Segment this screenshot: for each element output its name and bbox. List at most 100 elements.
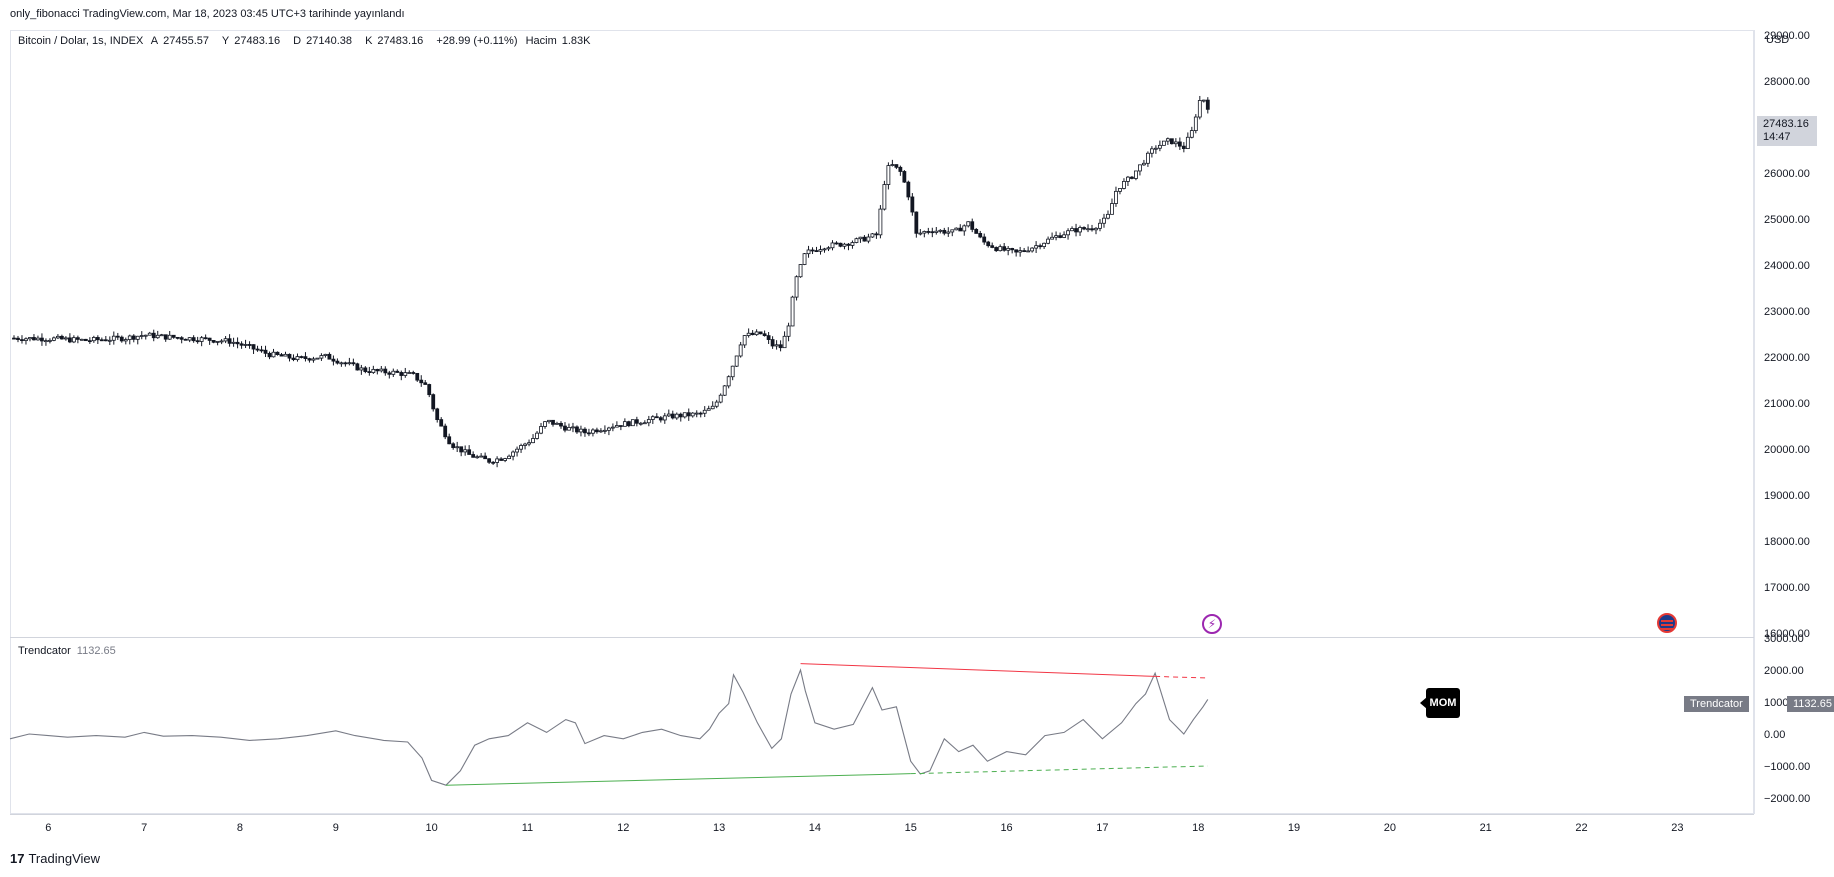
symbol-legend: Bitcoin / Dolar, 1s, INDEX A 27455.57 Y 27…	[18, 35, 601, 47]
candle-up	[143, 334, 148, 337]
candle-down	[563, 425, 567, 431]
candle-down	[12, 337, 16, 340]
candle-down	[958, 227, 963, 232]
candle-down	[279, 354, 284, 357]
mom-badge[interactable]: MOM	[1420, 688, 1460, 718]
candle-down	[766, 335, 771, 340]
candle-up	[642, 422, 647, 425]
candle-down	[67, 337, 72, 343]
candle-down	[351, 362, 356, 365]
candle-up	[614, 425, 619, 428]
price-axis-label: 22000.00	[1764, 351, 1810, 364]
candle-up	[24, 338, 28, 341]
candle-down	[387, 372, 392, 375]
candle-up	[806, 249, 811, 255]
candle-down	[1010, 248, 1015, 251]
lightning-icon[interactable]: ⚡	[1202, 614, 1222, 634]
candle-up	[1122, 181, 1126, 189]
candle-up	[998, 246, 1003, 252]
volume-value: 1.83K	[561, 35, 591, 47]
candle-up	[650, 416, 655, 420]
candle-down	[363, 367, 368, 372]
time-axis-label: 19	[1287, 822, 1301, 834]
candle-up	[754, 331, 759, 336]
time-axis-label: 18	[1192, 822, 1205, 834]
candle-down	[559, 422, 563, 427]
indicator-value: 1132.65	[76, 645, 116, 657]
candle-up	[36, 337, 40, 341]
time-axis-label: 6	[45, 822, 52, 834]
candle-down	[343, 362, 348, 365]
currency-label[interactable]: USD	[1766, 34, 1790, 46]
candle-up	[603, 429, 607, 432]
candle-down	[894, 164, 899, 168]
candle-up	[599, 430, 603, 433]
candle-down	[179, 337, 184, 340]
candle-down	[239, 343, 244, 346]
candle-up	[950, 229, 955, 233]
candle-down	[874, 233, 879, 236]
candle-down	[634, 419, 639, 424]
price-axis-label: 24000.00	[1764, 259, 1810, 272]
us-flag-icon[interactable]	[1657, 613, 1677, 633]
candle-up	[579, 428, 583, 433]
candle-up	[870, 233, 875, 238]
candle-up	[379, 368, 384, 372]
candle-down	[435, 408, 440, 420]
candle-down	[926, 231, 931, 233]
candle-up	[1189, 130, 1194, 138]
ohlc-high: Y 27483.16	[222, 35, 285, 47]
open-value: 27455.57	[163, 35, 210, 47]
candle-down	[183, 338, 188, 341]
low-label: D	[293, 35, 302, 47]
candle-down	[263, 349, 268, 354]
candle-up	[219, 340, 224, 343]
green-trendline	[445, 773, 911, 786]
candle-down	[1014, 249, 1019, 253]
time-axis-label: 14	[808, 822, 822, 834]
candle-down	[211, 340, 216, 343]
candle-up	[954, 227, 959, 231]
candle-down	[1038, 245, 1043, 248]
candle-up	[962, 225, 967, 232]
candle-up	[539, 426, 543, 434]
candle-down	[247, 344, 252, 346]
indicator-axis-value-tag: 1132.65	[1787, 696, 1834, 712]
candle-up	[507, 455, 511, 460]
candle-down	[303, 356, 308, 360]
price-axis-label: 18000.00	[1764, 535, 1810, 548]
low-value: 27140.38	[306, 35, 353, 47]
candle-up	[1173, 141, 1178, 145]
candle-up	[746, 332, 751, 336]
candle-up	[798, 264, 803, 278]
volume: Hacim 1.83K	[526, 35, 596, 47]
pane-divider[interactable]	[10, 637, 1754, 638]
candle-up	[1142, 162, 1146, 166]
candle-up	[1150, 148, 1154, 154]
candle-up	[323, 353, 328, 356]
candle-up	[199, 337, 204, 342]
candle-down	[974, 229, 979, 234]
candle-down	[990, 245, 995, 248]
candle-up	[1070, 228, 1074, 232]
candle-up	[918, 232, 923, 235]
candle-up	[886, 165, 891, 185]
candle-up	[842, 243, 847, 247]
candle-up	[223, 338, 228, 342]
candle-down	[618, 425, 623, 427]
candle-down	[758, 331, 763, 335]
candle-down	[778, 344, 783, 349]
candle-up	[1062, 234, 1066, 238]
indicator-legend[interactable]: Trendcator 1132.65	[18, 645, 116, 657]
candle-up	[111, 335, 116, 341]
candle-down	[375, 368, 380, 372]
candle-down	[898, 166, 903, 172]
symbol-title[interactable]: Bitcoin / Dolar, 1s, INDEX	[18, 35, 144, 47]
candle-down	[335, 360, 340, 364]
candle-up	[742, 335, 747, 346]
candle-down	[1205, 99, 1210, 110]
footer-brand[interactable]: 17 TradingView	[10, 851, 100, 866]
candle-down	[587, 432, 591, 435]
candle-up	[1054, 235, 1058, 238]
